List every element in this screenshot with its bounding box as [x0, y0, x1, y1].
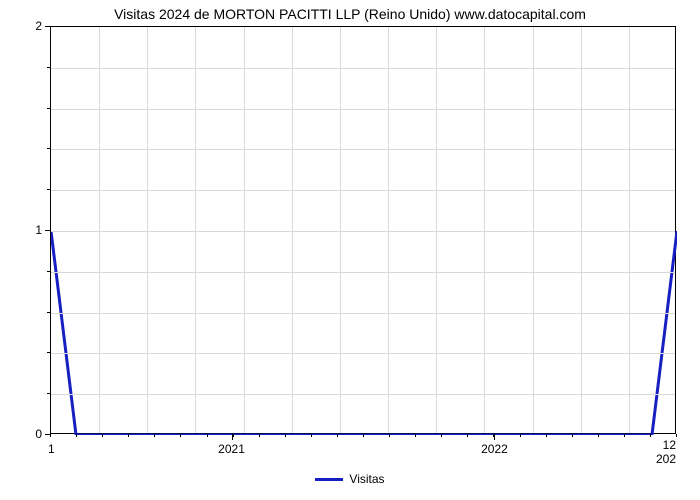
- x-minor-tick-mark: [50, 434, 51, 437]
- x-minor-tick-mark: [285, 434, 286, 437]
- y-minor-tick-mark: [47, 352, 50, 353]
- chart-container: Visitas 2024 de MORTON PACITTI LLP (Rein…: [0, 0, 700, 500]
- x-minor-tick-mark: [337, 434, 338, 437]
- x-minor-tick-mark: [572, 434, 573, 437]
- x-minor-tick-mark: [102, 434, 103, 437]
- y-minor-tick-mark: [47, 67, 50, 68]
- x-right-corner-label: 12 202: [656, 438, 676, 466]
- x-minor-tick-mark: [520, 434, 521, 437]
- legend: Visitas: [0, 472, 700, 486]
- gridline-vertical: [99, 27, 100, 433]
- gridline-vertical: [340, 27, 341, 433]
- gridline-horizontal: [51, 353, 675, 354]
- x-tick-mark: [494, 434, 495, 440]
- gridline-horizontal: [51, 149, 675, 150]
- gridline-horizontal: [51, 394, 675, 395]
- gridline-vertical: [244, 27, 245, 433]
- y-minor-tick-mark: [47, 393, 50, 394]
- x-minor-tick-mark: [441, 434, 442, 437]
- x-minor-tick-mark: [154, 434, 155, 437]
- gridline-horizontal: [51, 272, 675, 273]
- gridline-vertical: [533, 27, 534, 433]
- y-tick-label: 1: [12, 223, 42, 237]
- x-minor-tick-mark: [207, 434, 208, 437]
- x-minor-tick-mark: [467, 434, 468, 437]
- gridline-vertical: [484, 27, 485, 433]
- gridline-horizontal: [51, 231, 675, 232]
- y-tick-label: 0: [12, 427, 42, 441]
- x-minor-tick-mark: [415, 434, 416, 437]
- y-tick-mark: [45, 230, 50, 231]
- x-minor-tick-mark: [363, 434, 364, 437]
- gridline-vertical: [195, 27, 196, 433]
- x-minor-tick-mark: [76, 434, 77, 437]
- x-minor-tick-mark: [180, 434, 181, 437]
- x-minor-tick-mark: [676, 434, 677, 437]
- x-minor-tick-mark: [259, 434, 260, 437]
- x-left-corner-label: 1: [48, 442, 55, 456]
- y-minor-tick-mark: [47, 108, 50, 109]
- gridline-horizontal: [51, 109, 675, 110]
- gridline-horizontal: [51, 68, 675, 69]
- y-minor-tick-mark: [47, 189, 50, 190]
- y-tick-mark: [45, 26, 50, 27]
- gridline-vertical: [436, 27, 437, 433]
- gridline-vertical: [629, 27, 630, 433]
- y-minor-tick-mark: [47, 148, 50, 149]
- y-minor-tick-mark: [47, 271, 50, 272]
- plot-area: [50, 26, 676, 434]
- x-minor-tick-mark: [546, 434, 547, 437]
- x-tick-label: 2022: [481, 442, 508, 456]
- y-tick-label: 2: [12, 19, 42, 33]
- gridline-vertical: [388, 27, 389, 433]
- gridline-horizontal: [51, 190, 675, 191]
- chart-title: Visitas 2024 de MORTON PACITTI LLP (Rein…: [0, 6, 700, 22]
- series-line: [51, 231, 677, 435]
- gridline-vertical: [292, 27, 293, 433]
- x-minor-tick-mark: [389, 434, 390, 437]
- y-minor-tick-mark: [47, 312, 50, 313]
- x-minor-tick-mark: [598, 434, 599, 437]
- x-minor-tick-mark: [311, 434, 312, 437]
- legend-swatch: [315, 478, 343, 481]
- gridline-vertical: [147, 27, 148, 433]
- x-minor-tick-mark: [624, 434, 625, 437]
- gridline-vertical: [581, 27, 582, 433]
- gridline-horizontal: [51, 313, 675, 314]
- x-minor-tick-mark: [650, 434, 651, 437]
- legend-label: Visitas: [349, 472, 384, 486]
- x-minor-tick-mark: [493, 434, 494, 437]
- x-minor-tick-mark: [233, 434, 234, 437]
- x-tick-label: 2021: [218, 442, 245, 456]
- x-minor-tick-mark: [128, 434, 129, 437]
